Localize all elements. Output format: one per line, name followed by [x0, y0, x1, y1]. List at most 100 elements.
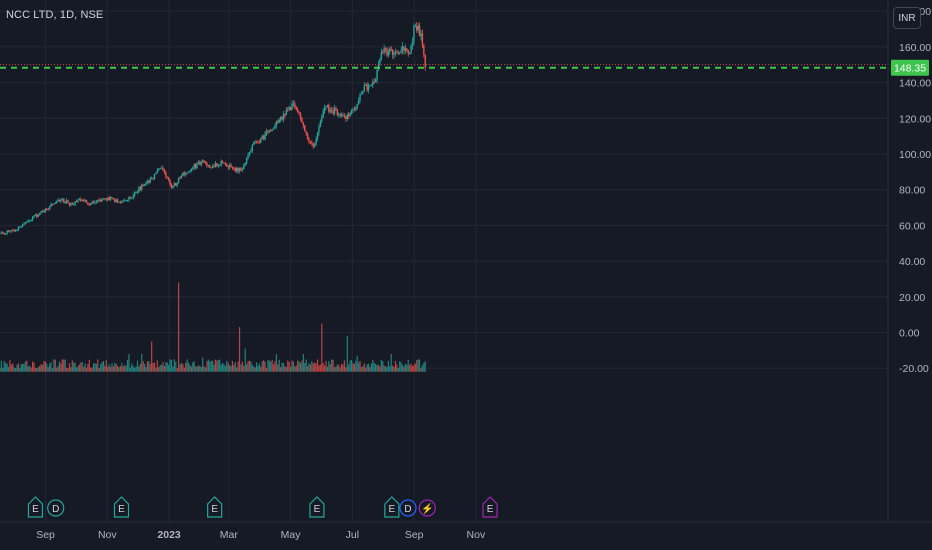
volume-bar — [396, 364, 398, 372]
candle-body — [417, 25, 419, 31]
candle-body — [34, 214, 37, 216]
candle-body — [203, 160, 205, 162]
volume-bar — [108, 364, 110, 372]
volume-bar — [333, 367, 336, 372]
candle-body — [7, 230, 10, 232]
volume-bar — [342, 364, 344, 372]
volume-bar — [80, 362, 82, 372]
candle-body — [312, 143, 314, 147]
y-tick-label: 0.00 — [899, 328, 920, 340]
volume-bar — [318, 365, 320, 372]
candle-body — [302, 122, 305, 126]
volume-bar — [237, 361, 239, 372]
candle-body — [47, 209, 49, 210]
volume-bar — [87, 364, 89, 372]
candle-body — [413, 26, 415, 42]
volume-bar — [56, 367, 58, 372]
volume-bar — [112, 366, 114, 372]
volume-bar — [155, 367, 157, 372]
candle-body — [227, 166, 229, 168]
volume-bar — [370, 363, 372, 372]
volume-bar — [397, 367, 399, 372]
volume-bar — [90, 367, 92, 372]
currency-button[interactable]: INR — [893, 7, 921, 29]
volume-bar — [40, 364, 42, 372]
candle-body — [21, 224, 24, 227]
candle-body — [250, 150, 252, 152]
candle-body — [416, 25, 418, 31]
candle-body — [299, 113, 302, 119]
volume-bar — [258, 363, 261, 372]
candle-body — [68, 202, 71, 205]
candle-body — [339, 114, 341, 115]
volume-bar — [284, 366, 286, 372]
candle-body — [369, 85, 371, 87]
candle-body — [403, 46, 405, 51]
volume-bar — [10, 364, 12, 372]
volume-bar — [264, 361, 266, 372]
candle-body — [126, 200, 129, 201]
event-marker-label: E — [32, 504, 39, 515]
candle-body — [112, 198, 115, 200]
candle-body — [139, 187, 142, 190]
volume-bar — [7, 367, 10, 372]
volume-bar — [372, 359, 374, 372]
candle-body — [296, 109, 299, 113]
volume-bar — [97, 359, 99, 372]
volume-bar — [336, 364, 338, 372]
volume-bar — [165, 362, 167, 372]
candle-body — [289, 107, 292, 111]
candle-body — [121, 201, 123, 203]
candle-body — [322, 111, 324, 118]
volume-bar — [119, 366, 122, 372]
candle-body — [104, 198, 106, 200]
volume-bar — [302, 353, 304, 372]
candle-body — [291, 103, 293, 111]
candle-body — [370, 85, 373, 86]
volume-bar — [377, 364, 380, 372]
candle-body — [53, 203, 55, 205]
candle-body — [255, 141, 258, 143]
volume-bar — [173, 359, 175, 372]
candle-body — [172, 186, 174, 188]
candle-body — [219, 165, 221, 167]
volume-bar — [393, 366, 395, 372]
volume-bar — [37, 367, 39, 372]
candle-body — [136, 192, 139, 193]
volume-bar — [73, 362, 75, 372]
volume-bar — [287, 360, 289, 372]
candle-body — [81, 200, 83, 201]
grid — [0, 0, 888, 522]
volume-bar — [326, 366, 329, 372]
candle-body — [207, 165, 210, 167]
candle-body — [309, 141, 312, 143]
candle-body — [333, 108, 336, 114]
volume-bars — [0, 282, 426, 372]
volume-bar — [348, 364, 350, 372]
candle-body — [61, 198, 64, 200]
volume-bar — [219, 359, 221, 372]
candle-body — [373, 81, 375, 83]
volume-bar — [308, 363, 310, 372]
volume-bar — [63, 359, 65, 372]
volume-bar — [297, 360, 299, 372]
volume-bar — [22, 364, 24, 372]
candle-body — [305, 131, 307, 134]
volume-bar — [166, 362, 168, 372]
volume-bar — [278, 359, 280, 372]
candle-body — [6, 230, 8, 234]
candle-body — [197, 161, 200, 164]
candle-body — [148, 180, 150, 183]
candle-body — [245, 158, 248, 164]
candle-body — [365, 84, 367, 86]
volume-bar — [117, 365, 119, 372]
volume-bar — [197, 365, 200, 372]
event-marker-label: E — [211, 504, 218, 515]
volume-bar — [122, 366, 124, 372]
candle-body — [407, 50, 409, 54]
candle-body — [265, 131, 268, 134]
volume-bar — [390, 353, 392, 372]
candle-body — [423, 45, 425, 55]
volume-bar — [250, 361, 252, 372]
